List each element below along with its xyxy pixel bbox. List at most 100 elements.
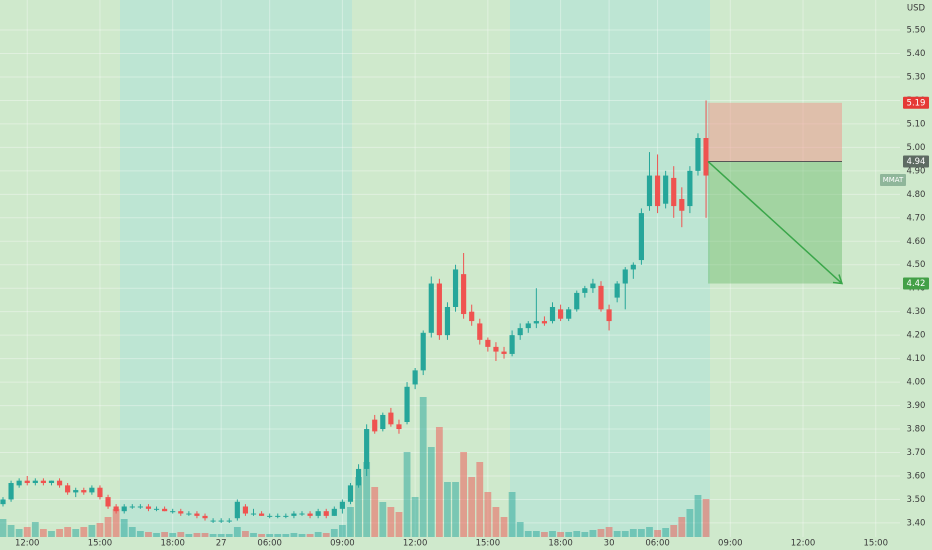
candle-body bbox=[380, 414, 386, 430]
candle-body bbox=[574, 292, 580, 310]
y-tick-label: 5.10 bbox=[907, 119, 926, 129]
volume-bar bbox=[266, 534, 274, 537]
x-tick-label: 15:00 bbox=[476, 539, 501, 549]
candle-body bbox=[194, 513, 200, 516]
candle-body bbox=[178, 511, 184, 514]
candle-body bbox=[299, 513, 305, 515]
volume-bar bbox=[444, 482, 451, 537]
candle-body bbox=[48, 480, 55, 484]
candle-body bbox=[590, 283, 596, 289]
candle-body bbox=[598, 285, 604, 310]
candle-body bbox=[16, 480, 22, 486]
y-tick-label: 3.40 bbox=[907, 518, 926, 528]
volume-bar bbox=[678, 517, 686, 537]
candle-body bbox=[404, 386, 410, 422]
volume-bar bbox=[371, 487, 379, 537]
volume-bar bbox=[605, 527, 613, 537]
volume-bar bbox=[532, 531, 540, 537]
candle-body bbox=[558, 309, 564, 319]
volume-bar bbox=[298, 534, 306, 537]
candle-body bbox=[485, 339, 491, 347]
volume-bar bbox=[31, 522, 39, 537]
candle-body bbox=[202, 515, 208, 519]
volume-bar bbox=[217, 534, 225, 537]
volume-bar bbox=[565, 532, 573, 537]
y-tick-label: 4.80 bbox=[907, 190, 926, 200]
candle-body bbox=[339, 501, 345, 509]
volume-bar bbox=[48, 531, 55, 537]
volume-bar bbox=[96, 523, 104, 537]
y-tick-label: 4.60 bbox=[907, 237, 926, 247]
volume-bar bbox=[72, 529, 80, 537]
volume-bar bbox=[355, 477, 362, 537]
y-tick-label: 4.70 bbox=[907, 213, 926, 223]
x-tick-label: 09:00 bbox=[718, 539, 743, 549]
candle-body bbox=[307, 513, 313, 516]
y-tick-label: 4.50 bbox=[907, 260, 926, 270]
volume-bar bbox=[322, 533, 330, 537]
y-tick-label: 3.60 bbox=[907, 471, 926, 481]
volume-bar bbox=[201, 533, 209, 537]
y-tick-label: 3.90 bbox=[907, 401, 926, 411]
volume-bar bbox=[0, 519, 7, 537]
volume-bar bbox=[638, 529, 645, 537]
candle-body bbox=[291, 513, 297, 516]
candle-body bbox=[461, 274, 467, 315]
volume-bar bbox=[492, 507, 500, 537]
stop-label: 5.19 bbox=[907, 98, 926, 108]
candle-body bbox=[347, 485, 354, 502]
axes: USD 3.40 3.50 3.60 3.70 3.80 3.90 4.00 4.10 4.20… bbox=[15, 4, 929, 549]
x-tick-label: 12:00 bbox=[791, 539, 816, 549]
volume-bar bbox=[613, 531, 621, 537]
volume-bar bbox=[670, 525, 678, 537]
target-label: 4.42 bbox=[907, 279, 926, 289]
candle-body bbox=[226, 520, 232, 522]
volume-bar bbox=[484, 492, 492, 537]
candle-body bbox=[501, 351, 507, 354]
volume-bar bbox=[516, 522, 524, 537]
candle-body bbox=[170, 511, 176, 513]
trend-arrow bbox=[707, 160, 843, 285]
volume-bar bbox=[581, 532, 589, 537]
y-tick-label: 3.80 bbox=[907, 425, 926, 435]
y-tick-label: 5.00 bbox=[907, 143, 926, 153]
candle-body bbox=[24, 480, 30, 484]
candle-body bbox=[283, 515, 289, 517]
candle-body bbox=[267, 515, 273, 517]
volume-bar bbox=[662, 528, 670, 537]
candle-body bbox=[145, 506, 152, 509]
volume-bar bbox=[88, 525, 96, 537]
volume-bar bbox=[686, 509, 694, 537]
candle-body bbox=[73, 490, 79, 493]
candle-body bbox=[428, 283, 434, 333]
volume-bar bbox=[702, 499, 710, 537]
volume-bar bbox=[508, 492, 516, 537]
candle-body bbox=[40, 480, 46, 484]
volume-bar bbox=[435, 427, 443, 537]
volume-bar bbox=[629, 529, 637, 537]
y-tick-label: 4.20 bbox=[907, 331, 926, 341]
volume-bar bbox=[339, 525, 346, 537]
volume-bar bbox=[23, 527, 31, 537]
candle-body bbox=[65, 485, 71, 493]
candle-body bbox=[493, 346, 499, 352]
volume-bar bbox=[177, 532, 185, 537]
volume-bar bbox=[120, 519, 128, 537]
candle-body bbox=[89, 487, 95, 493]
candle-body bbox=[630, 264, 636, 270]
volume-bar bbox=[242, 531, 249, 537]
volume-bar bbox=[549, 531, 556, 537]
candle-body bbox=[679, 199, 685, 211]
volume-bar bbox=[169, 533, 177, 537]
y-tick-label: 3.70 bbox=[907, 448, 926, 458]
candle-body bbox=[242, 506, 249, 514]
candle-layer bbox=[0, 100, 709, 523]
volume-bar bbox=[654, 530, 661, 537]
volume-bar bbox=[250, 533, 257, 537]
x-tick-label: 18:00 bbox=[160, 539, 185, 549]
candle-body bbox=[81, 490, 87, 493]
volume-bar bbox=[468, 477, 476, 537]
y-tick-label: 3.50 bbox=[907, 495, 926, 505]
arrow-head bbox=[832, 274, 844, 285]
volume-bar bbox=[379, 502, 387, 537]
